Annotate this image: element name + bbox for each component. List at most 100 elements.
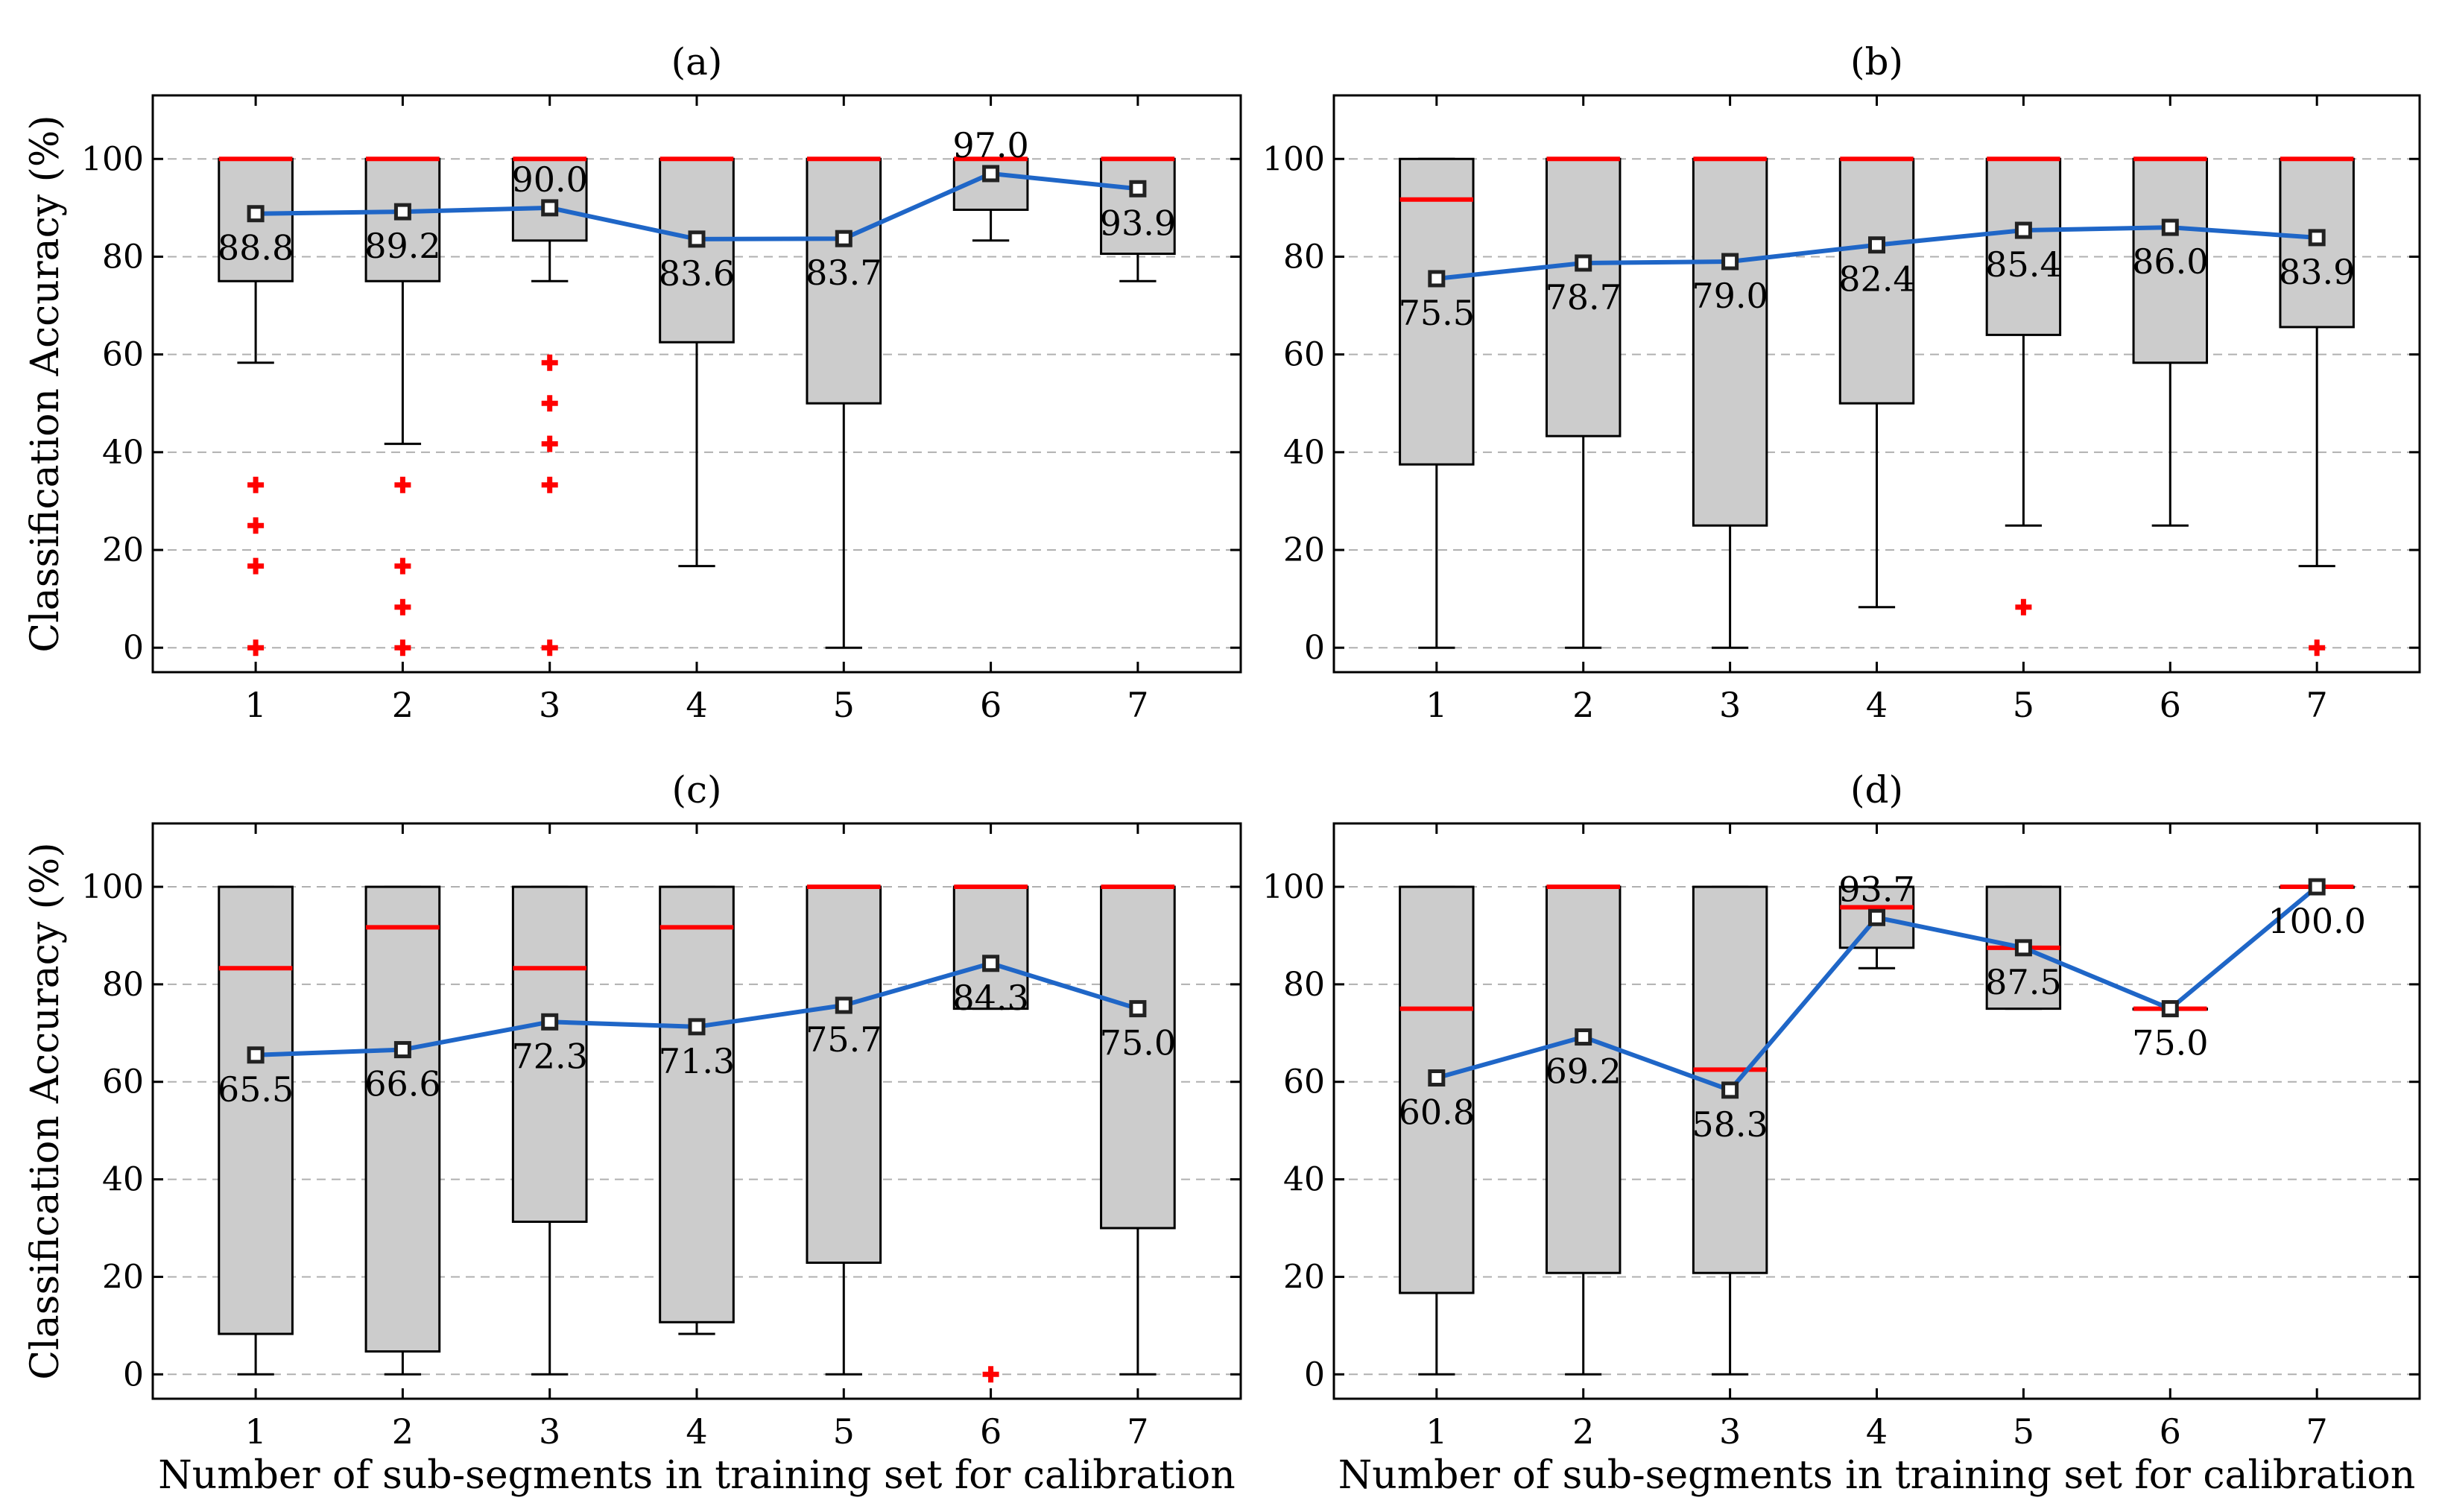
box xyxy=(1545,885,1622,1274)
x-tick-label: 7 xyxy=(2306,685,2328,725)
box-group xyxy=(1985,156,2062,616)
y-tick-label: 0 xyxy=(123,629,144,667)
mean-marker xyxy=(688,230,706,248)
mean-marker xyxy=(247,205,265,223)
y-tick-label: 0 xyxy=(123,1356,144,1394)
x-tick-label: 4 xyxy=(686,685,707,725)
mean-marker xyxy=(1868,236,1885,254)
x-tick-label: 2 xyxy=(392,685,414,725)
x-tick-label: 2 xyxy=(1572,1411,1594,1452)
y-tick-label: 80 xyxy=(1283,966,1325,1004)
outlier-marker xyxy=(247,476,265,493)
mean-value-label: 71.3 xyxy=(659,1041,735,1081)
x-tick-label: 7 xyxy=(1127,685,1148,725)
panel-a: 88.8 89.2 90.0 83.6 83.7 97.0 93.9 0 20 40 60 80 100… xyxy=(23,40,1242,725)
mean-marker xyxy=(2014,221,2032,239)
outlier-marker xyxy=(247,557,265,575)
y-tick-label: 0 xyxy=(1304,1356,1325,1394)
y-tick-label: 40 xyxy=(1283,434,1325,472)
mean-value-label: 82.4 xyxy=(1838,259,1914,300)
y-tick-label: 40 xyxy=(102,1161,144,1199)
mean-marker xyxy=(1575,1028,1592,1046)
outlier-marker xyxy=(247,517,265,534)
mean-marker xyxy=(1868,908,1885,926)
mean-marker xyxy=(982,955,1000,972)
mean-value-label: 75.0 xyxy=(2132,1023,2208,1063)
x-tick-label: 3 xyxy=(1719,1411,1741,1452)
x-tick-label: 5 xyxy=(2013,685,2034,725)
box-group xyxy=(1692,156,1768,649)
box-group xyxy=(1838,156,1915,609)
mean-marker xyxy=(1721,253,1739,271)
mean-marker xyxy=(2161,218,2179,236)
outlier-marker xyxy=(394,639,411,657)
y-tick-label: 60 xyxy=(102,1063,144,1101)
y-tick-label: 20 xyxy=(1283,1258,1325,1296)
y-tick-label: 60 xyxy=(102,336,144,374)
y-tick-label: 20 xyxy=(102,1258,144,1296)
y-tick-label: 100 xyxy=(81,140,144,178)
mean-marker xyxy=(2161,1000,2179,1018)
y-tick-label: 100 xyxy=(1262,868,1325,906)
mean-value-label: 87.5 xyxy=(1985,962,2061,1002)
x-tick-label: 3 xyxy=(539,685,560,725)
outlier-marker xyxy=(541,639,558,657)
y-tick-label: 100 xyxy=(81,868,144,906)
mean-marker xyxy=(1428,1069,1446,1087)
box xyxy=(1399,885,1475,1294)
panel-title: (a) xyxy=(671,40,723,83)
box xyxy=(1838,885,1915,949)
box-group xyxy=(1545,156,1622,649)
mean-value-label: 83.6 xyxy=(659,253,735,294)
mean-marker xyxy=(541,199,559,217)
box xyxy=(806,157,882,405)
mean-value-label: 83.7 xyxy=(806,253,882,293)
x-tick-label: 1 xyxy=(244,685,266,725)
y-tick-label: 0 xyxy=(1304,629,1325,667)
panel-b: 75.5 78.7 79.0 82.4 85.4 86.0 83.9 0 20 40 60 80 100… xyxy=(1262,40,2421,725)
panel-title: (b) xyxy=(1850,40,1903,83)
outlier-marker xyxy=(541,435,558,452)
mean-value-label: 88.8 xyxy=(218,228,294,268)
panel-title: (c) xyxy=(671,768,721,812)
x-tick-label: 2 xyxy=(1572,685,1594,725)
mean-value-label: 93.7 xyxy=(1838,869,1914,909)
y-tick-label: 20 xyxy=(1283,531,1325,569)
box-group xyxy=(952,885,1029,1383)
y-tick-label: 40 xyxy=(102,434,144,472)
x-tick-label: 6 xyxy=(980,685,1002,725)
outlier-marker xyxy=(394,476,411,493)
y-tick-label: 20 xyxy=(102,531,144,569)
mean-value-label: 100.0 xyxy=(2268,901,2366,941)
mean-value-label: 97.0 xyxy=(952,125,1028,165)
box-group xyxy=(511,156,588,657)
box-group xyxy=(218,885,294,1376)
mean-value-label: 83.9 xyxy=(2279,252,2355,292)
mean-value-label: 66.6 xyxy=(364,1064,440,1104)
x-axis-label: Number of sub-segments in training set f… xyxy=(1338,1453,2415,1498)
box xyxy=(1100,885,1176,1230)
mean-value-label: 85.4 xyxy=(1985,244,2061,285)
box-group xyxy=(806,885,882,1376)
mean-value-label: 75.5 xyxy=(1399,293,1475,333)
box xyxy=(218,885,294,1335)
x-tick-label: 4 xyxy=(1866,685,1888,725)
mean-value-label: 90.0 xyxy=(511,159,587,200)
box-group xyxy=(1545,885,1622,1376)
x-tick-label: 1 xyxy=(244,1411,266,1452)
box-group xyxy=(1838,885,1915,969)
box-group xyxy=(1100,156,1176,282)
x-tick-label: 1 xyxy=(1426,685,1447,725)
mean-marker xyxy=(1428,270,1446,288)
mean-value-label: 79.0 xyxy=(1692,276,1768,316)
y-tick-label: 40 xyxy=(1283,1161,1325,1199)
mean-marker xyxy=(393,1041,411,1059)
x-tick-label: 3 xyxy=(539,1411,560,1452)
outlier-marker xyxy=(541,476,558,493)
box-group xyxy=(1399,157,1475,649)
x-tick-label: 6 xyxy=(980,1411,1002,1452)
panel-c: 65.5 66.6 72.3 71.3 75.7 84.3 75.0 0 20 40 60 80 100… xyxy=(23,768,1242,1498)
mean-value-label: 72.3 xyxy=(511,1036,587,1076)
mean-marker xyxy=(1575,254,1592,272)
